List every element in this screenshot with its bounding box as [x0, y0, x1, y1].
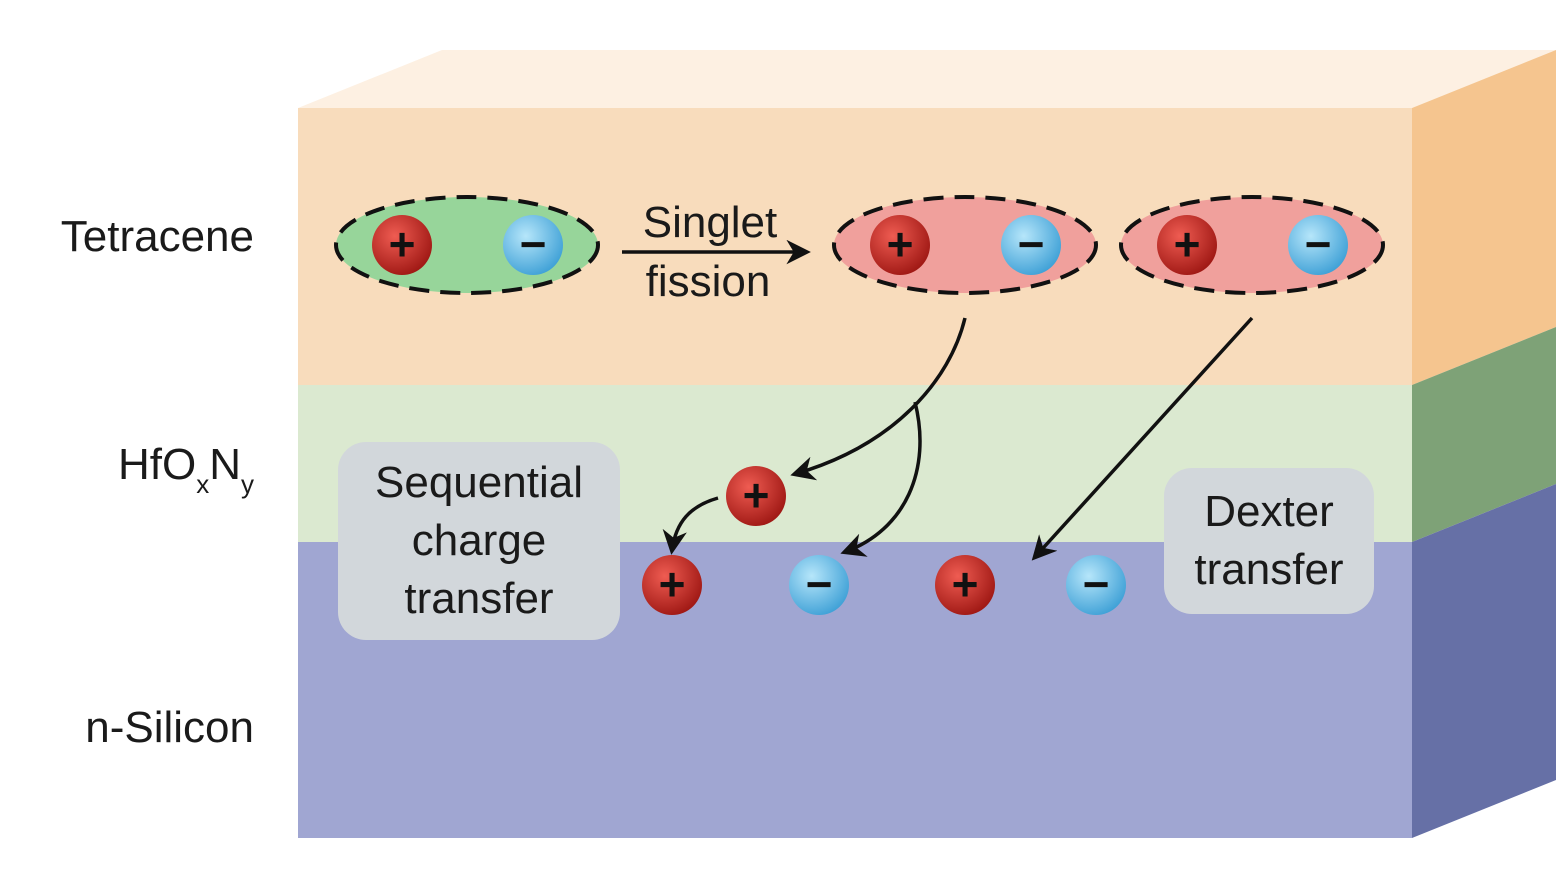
dexter-box-line1: Dexter [1204, 487, 1334, 536]
svg-text:−: − [806, 558, 833, 610]
svg-text:+: + [743, 469, 770, 521]
dexter-transfer-box: Dexter transfer [1164, 468, 1374, 614]
positive-charge: + [372, 215, 432, 275]
svg-text:+: + [659, 558, 686, 610]
svg-text:+: + [389, 218, 416, 270]
hfoxny-label-sub-x: x [196, 469, 210, 499]
hfoxny-label-base1: HfO [117, 440, 197, 489]
negative-charge: − [789, 555, 849, 615]
negative-charge: − [503, 215, 563, 275]
negative-charge: − [1288, 215, 1348, 275]
sequential-box-line3: transfer [404, 574, 554, 623]
singlet-fission-label-line1: Singlet [643, 198, 778, 247]
positive-charge: + [642, 555, 702, 615]
sequential-transfer-arrow-electron [840, 401, 922, 557]
sequential-transfer-arrow-hole [790, 317, 967, 481]
tetracene-label: Tetracene [60, 212, 254, 261]
positive-charge: + [1157, 215, 1217, 275]
positive-charge: + [870, 215, 930, 275]
hfoxny-label-sub-y: y [241, 469, 254, 499]
hfoxny-side-face [1412, 327, 1556, 542]
negative-charge: − [1066, 555, 1126, 615]
svg-text:+: + [1174, 218, 1201, 270]
positive-charge: + [726, 466, 786, 526]
svg-text:−: − [1018, 218, 1045, 270]
sequential-box-line1: Sequential [375, 458, 583, 507]
tetracene-top-face [298, 50, 1556, 108]
negative-charge: − [1001, 215, 1061, 275]
svg-text:−: − [520, 218, 547, 270]
svg-text:+: + [952, 558, 979, 610]
silicon-side-face [1412, 484, 1556, 838]
singlet-fission-label-line2: fission [646, 257, 771, 306]
positive-charge: + [935, 555, 995, 615]
hfoxny-label: HfOxNy [118, 440, 254, 500]
dexter-box-line2: transfer [1194, 545, 1344, 594]
hfoxny-label-base2: N [209, 440, 241, 489]
svg-text:−: − [1305, 218, 1332, 270]
hole-injection-arrow [662, 496, 719, 555]
svg-text:+: + [887, 218, 914, 270]
dexter-transfer-arrow [1031, 316, 1254, 561]
sequential-charge-transfer-box: Sequential charge transfer [338, 442, 620, 640]
sequential-box-line2: charge [411, 516, 547, 565]
silicon-label: n-Silicon [85, 703, 254, 752]
tetracene-side-face [1412, 50, 1556, 385]
svg-text:−: − [1083, 558, 1110, 610]
